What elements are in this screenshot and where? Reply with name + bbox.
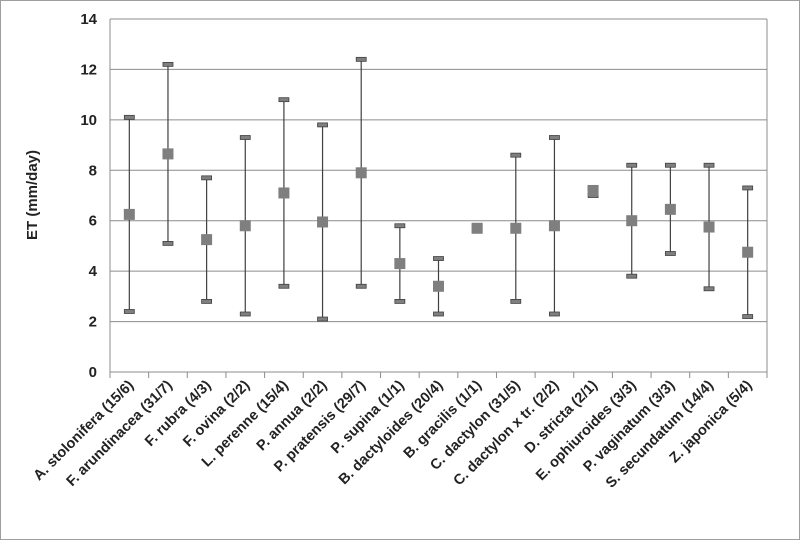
max-marker <box>549 135 560 140</box>
mean-marker <box>201 234 213 246</box>
category-group <box>239 135 251 317</box>
category-group <box>587 184 599 198</box>
y-tick-label: 10 <box>80 112 97 129</box>
category-group <box>162 61 174 246</box>
mean-marker <box>703 221 715 233</box>
min-marker <box>355 283 367 289</box>
category-group <box>394 223 406 304</box>
min-marker <box>742 314 754 319</box>
y-tick-label: 8 <box>89 162 97 179</box>
min-marker <box>703 286 715 292</box>
mean-marker <box>278 187 290 199</box>
max-marker <box>510 152 522 158</box>
min-marker <box>510 298 522 304</box>
mean-marker <box>471 222 483 234</box>
data-series <box>123 56 754 322</box>
min-marker <box>123 309 135 314</box>
y-tick-label: 12 <box>80 61 97 78</box>
min-marker <box>278 283 290 289</box>
mean-marker <box>742 246 754 258</box>
gridlines <box>109 18 768 378</box>
max-marker <box>278 97 290 103</box>
max-marker <box>123 114 135 120</box>
mean-marker <box>626 215 638 227</box>
category-group <box>703 162 715 292</box>
y-tick-label: 6 <box>89 213 97 230</box>
mean-marker <box>433 280 444 292</box>
y-tick-label: 14 <box>80 11 97 28</box>
mean-marker <box>355 167 367 179</box>
category-group <box>355 56 367 289</box>
category-group <box>510 152 522 304</box>
mean-marker <box>239 220 251 232</box>
mean-marker <box>123 208 135 220</box>
min-marker <box>317 316 328 322</box>
category-group <box>742 185 754 319</box>
max-marker <box>394 223 406 229</box>
max-marker <box>355 56 367 62</box>
max-marker <box>703 162 715 168</box>
mean-marker <box>394 258 406 270</box>
max-marker <box>239 135 251 140</box>
max-marker <box>162 61 174 67</box>
category-group <box>317 122 329 322</box>
category-group <box>278 97 290 289</box>
category-group <box>548 135 560 317</box>
min-marker <box>239 311 251 317</box>
mean-marker <box>548 220 560 232</box>
mean-marker <box>162 148 174 160</box>
y-tick-labels: 0 2 4 6 8 10 12 14 <box>80 11 97 381</box>
y-axis-title: ET (mm/day) <box>24 150 41 240</box>
max-marker <box>664 162 676 168</box>
max-marker <box>201 175 213 181</box>
max-marker <box>742 185 754 191</box>
category-group <box>123 114 135 314</box>
mean-marker <box>587 184 599 196</box>
mean-marker <box>317 216 329 228</box>
min-marker <box>549 311 560 317</box>
y-tick-label: 4 <box>89 263 98 280</box>
min-marker <box>394 298 406 304</box>
min-marker <box>433 311 444 317</box>
category-group <box>201 175 213 304</box>
min-marker <box>201 298 213 304</box>
min-marker <box>626 273 638 279</box>
category-group <box>626 162 638 279</box>
max-marker <box>626 162 638 168</box>
max-marker <box>433 256 444 261</box>
min-marker <box>162 241 174 246</box>
category-group <box>433 256 444 317</box>
mean-marker <box>664 203 676 215</box>
category-group <box>664 162 676 256</box>
category-group <box>471 222 483 234</box>
max-marker <box>317 122 328 128</box>
y-tick-label: 0 <box>89 364 97 381</box>
mean-marker <box>510 222 522 234</box>
min-marker <box>664 251 676 256</box>
y-tick-label: 2 <box>89 314 97 331</box>
